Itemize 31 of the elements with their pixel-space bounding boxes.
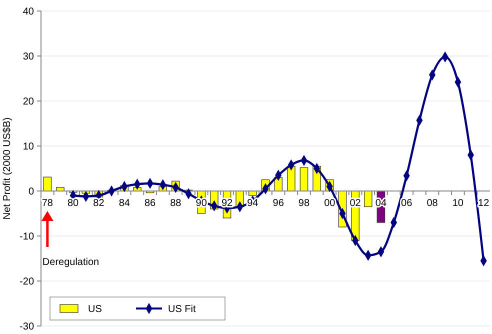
bar [248, 190, 257, 196]
x-tick-label: 10 [452, 198, 464, 209]
x-tick-label: 90 [196, 198, 208, 209]
y-axis-title: Net Profit (2000 US$B) [2, 117, 13, 220]
legend-label: US [88, 304, 102, 315]
x-tick-label: 08 [426, 198, 438, 209]
y-tick-label: 30 [22, 52, 34, 62]
y-tick-label: 0 [28, 186, 34, 198]
y-tick-label: -20 [20, 276, 34, 288]
x-tick-label: 78 [42, 198, 54, 209]
bar [300, 167, 308, 192]
x-tick-label: 96 [272, 198, 284, 209]
y-tick-label: 10 [22, 142, 34, 152]
x-tick-label: 82 [93, 198, 105, 209]
legend-label: US Fit [168, 304, 196, 315]
bar [43, 176, 52, 192]
x-tick-label: 06 [401, 198, 413, 209]
y-tick-label: -10 [20, 232, 34, 242]
annotation: Deregulation [42, 257, 100, 268]
x-tick-label: 98 [298, 198, 310, 209]
x-tick-label: 12 [478, 198, 490, 209]
x-tick-label: 86 [144, 198, 156, 209]
y-tick-label: -30 [20, 322, 34, 332]
x-tick-label: 88 [170, 198, 182, 209]
bar [287, 166, 296, 192]
x-tick-label: 80 [68, 198, 80, 209]
bar [364, 190, 372, 208]
x-tick-label: 84 [118, 198, 130, 209]
y-tick-label: 20 [22, 96, 34, 108]
y-tick-label: 40 [22, 6, 34, 18]
x-tick-label: 00 [324, 198, 336, 209]
